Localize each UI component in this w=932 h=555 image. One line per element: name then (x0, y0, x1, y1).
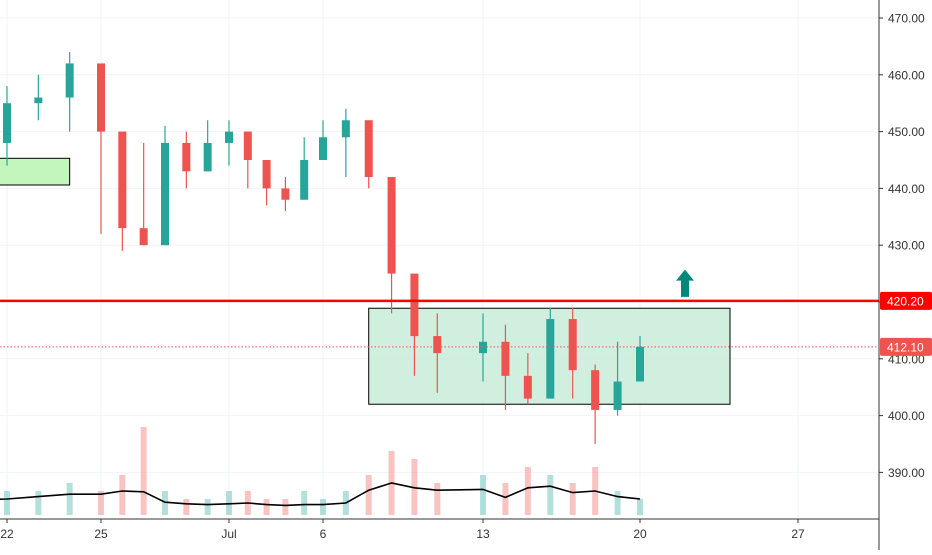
time-tick-label: 25 (94, 527, 108, 541)
price-tick-label: 460.00 (888, 68, 925, 82)
volume-bar (140, 427, 147, 515)
zones[interactable] (0, 157, 731, 405)
volume-bar (637, 499, 643, 515)
volume-bars (0, 427, 643, 515)
volume-bar (614, 491, 621, 515)
candle-body (97, 63, 105, 132)
candle-body (501, 341, 510, 376)
candle-body (65, 63, 74, 98)
time-axis[interactable]: 22 25 Jul 6 13 20 27 (0, 519, 805, 541)
volume-bar (282, 499, 289, 515)
candle-body (225, 131, 233, 143)
price-tick-label: 430.00 (888, 239, 925, 253)
candle-body (523, 375, 532, 399)
candle-body (243, 131, 252, 160)
candle-body (262, 160, 271, 189)
last-price-label: 412.10 (887, 340, 924, 354)
volume-bar (434, 483, 441, 515)
candle-body (364, 120, 373, 178)
candle-body (636, 346, 644, 382)
candle-body (118, 131, 127, 229)
candle-body (613, 381, 622, 410)
up-arrow-shape (676, 269, 694, 297)
candle-body (341, 120, 350, 138)
volume-bar (183, 499, 190, 515)
candle-body (433, 336, 442, 354)
grid-lines (0, 0, 879, 519)
volume-bar (502, 483, 509, 515)
last-price-label-bg (880, 337, 932, 356)
price-tick-label: 470.00 (888, 12, 925, 26)
candle-body (182, 142, 191, 172)
time-tick-label: 22 (0, 527, 14, 541)
horizontal-lines[interactable] (0, 299, 879, 348)
price-axis[interactable]: 470.00460.00450.00440.00430.00420.00410.… (879, 12, 925, 480)
volume-bar (263, 499, 270, 515)
price-tick-label: 390.00 (888, 466, 925, 480)
zone-rectangle[interactable] (0, 157, 71, 186)
volume-bar (320, 499, 326, 515)
candle-body (34, 97, 43, 104)
candle-body (591, 370, 600, 410)
volume-bar (35, 491, 42, 515)
price-tick-label: 450.00 (888, 125, 925, 139)
price-tick-label: 400.00 (888, 409, 925, 423)
candle-body (281, 188, 290, 200)
volume-average-line (0, 482, 641, 507)
candle-body (546, 319, 555, 399)
volume-bar (569, 483, 576, 515)
resistance-price-label-bg (880, 291, 932, 310)
candle-body (3, 103, 11, 143)
volume-bar (98, 491, 104, 515)
volume-bar (204, 499, 211, 515)
price-tick-label: 440.00 (888, 182, 925, 196)
volume-bar (524, 467, 531, 515)
arrow-annotation[interactable] (676, 269, 694, 297)
candle-body (161, 142, 169, 246)
candle-body (319, 137, 327, 160)
candle-body (410, 273, 419, 337)
candle-body (479, 341, 487, 354)
volume-bar (301, 491, 308, 515)
candle-body (139, 228, 148, 246)
candle-body (300, 160, 309, 200)
volume-bar (66, 483, 73, 515)
time-tick-label: 6 (320, 527, 327, 541)
resistance-price-label: 420.20 (887, 294, 924, 308)
volume-bar (547, 475, 554, 515)
up-arrow-icon[interactable] (676, 269, 694, 297)
time-tick-label: 13 (476, 527, 490, 541)
time-tick-label: Jul (221, 527, 236, 541)
candle-body (387, 177, 396, 274)
time-tick-label: 27 (791, 527, 805, 541)
volume-bar (4, 491, 10, 515)
price-labels: 420.20 412.10 (880, 291, 932, 356)
volume-bar (119, 475, 126, 515)
candle-body (203, 142, 212, 172)
candlesticks (3, 52, 644, 444)
time-tick-label: 20 (633, 527, 647, 541)
axes (0, 0, 880, 550)
candle-body (568, 319, 577, 371)
volume-bar (365, 475, 372, 515)
volume-bar (480, 475, 486, 515)
